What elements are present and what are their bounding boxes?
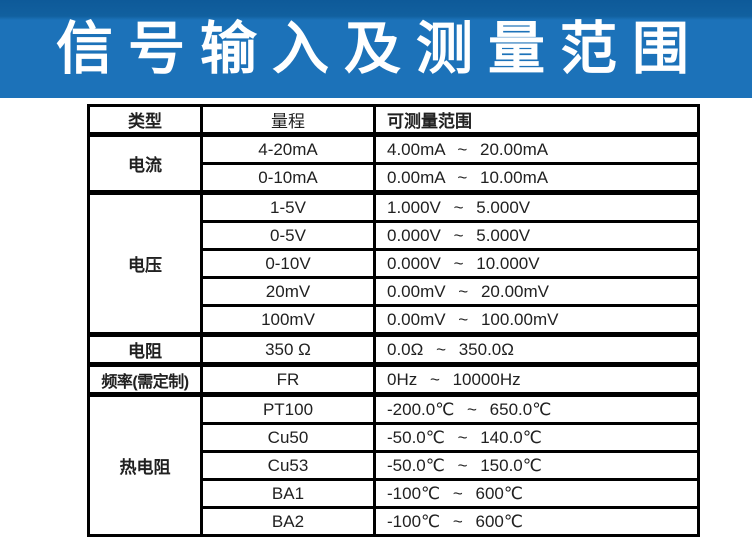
range-cell: PT100 [200,392,376,425]
table-row: 热电阻 PT100 -200.0℃ ~ 650.0℃ [87,392,700,537]
type-cell-current: 电流 [87,132,203,194]
range-cell: FR [200,362,376,396]
measure-cell: 4.00mA ~ 20.00mA [373,132,700,165]
table-row: BA1 -100℃ ~ 600℃ [89,478,700,509]
measure-cell: 0.0Ω ~ 350.0Ω [373,332,700,366]
range-cell: 350 Ω [200,332,376,366]
table-row: 频率(需定制) FR 0Hz ~ 10000Hz [87,362,700,396]
range-cell: Cu50 [200,422,376,453]
table-row: 0-10V 0.000V ~ 10.000V [89,248,700,279]
header-range: 量程 [200,104,376,136]
page-title: 信号输入及测量范围 [56,16,704,81]
header-row: 类型 量程 可测量范围 [87,104,700,136]
measure-cell: 1.000V ~ 5.000V [373,190,700,223]
range-cell: 100mV [200,304,376,336]
range-cell: 1-5V [200,190,376,223]
measure-cell: -200.0℃ ~ 650.0℃ [373,392,700,425]
range-cell: Cu53 [200,450,376,481]
measure-cell: 0.000V ~ 5.000V [373,220,700,251]
signal-range-table: 类型 量程 可测量范围 电流 4-20mA 4.00mA ~ 20.00mA 0… [87,104,700,537]
title-banner: 信号输入及测量范围 [0,0,752,98]
type-cell-rtd: 热电阻 [87,392,203,537]
table-row: 0-10mA 0.00mA ~ 10.00mA [89,162,700,194]
table-row: 电压 1-5V 1.000V ~ 5.000V [87,190,700,336]
measure-cell: 0Hz ~ 10000Hz [373,362,700,396]
range-cell: 0-5V [200,220,376,251]
range-cell: 0-10V [200,248,376,279]
measure-cell: -50.0℃ ~ 140.0℃ [373,422,700,453]
measure-cell: 0.00mV ~ 20.00mV [373,276,700,307]
table-row: 电流 4-20mA 4.00mA ~ 20.00mA [87,132,700,194]
range-cell: 4-20mA [200,132,376,165]
header-type: 类型 [87,104,203,136]
measure-cell: 0.00mV ~ 100.00mV [373,304,700,336]
table-row: Cu53 -50.0℃ ~ 150.0℃ [89,450,700,481]
measure-cell: -100℃ ~ 600℃ [373,506,700,537]
table-row: 100mV 0.00mV ~ 100.00mV [89,304,700,336]
range-cell: 20mV [200,276,376,307]
measure-cell: -100℃ ~ 600℃ [373,478,700,509]
table-row: 电阻 350 Ω 0.0Ω ~ 350.0Ω [87,332,700,366]
type-cell-resistance: 电阻 [87,332,203,366]
measure-cell: 0.000V ~ 10.000V [373,248,700,279]
range-cell: 0-10mA [200,162,376,194]
type-cell-frequency: 频率(需定制) [87,362,203,396]
range-cell: BA2 [200,506,376,537]
table-row: 20mV 0.00mV ~ 20.00mV [89,276,700,307]
table-row: 0-5V 0.000V ~ 5.000V [89,220,700,251]
header-measure: 可测量范围 [373,104,700,136]
measure-cell: 0.00mA ~ 10.00mA [373,162,700,194]
type-cell-voltage: 电压 [87,190,203,336]
table-row: BA2 -100℃ ~ 600℃ [89,506,700,537]
signal-range-table-wrap: 类型 量程 可测量范围 电流 4-20mA 4.00mA ~ 20.00mA 0… [87,104,700,537]
table-row: Cu50 -50.0℃ ~ 140.0℃ [89,422,700,453]
range-cell: BA1 [200,478,376,509]
measure-cell: -50.0℃ ~ 150.0℃ [373,450,700,481]
